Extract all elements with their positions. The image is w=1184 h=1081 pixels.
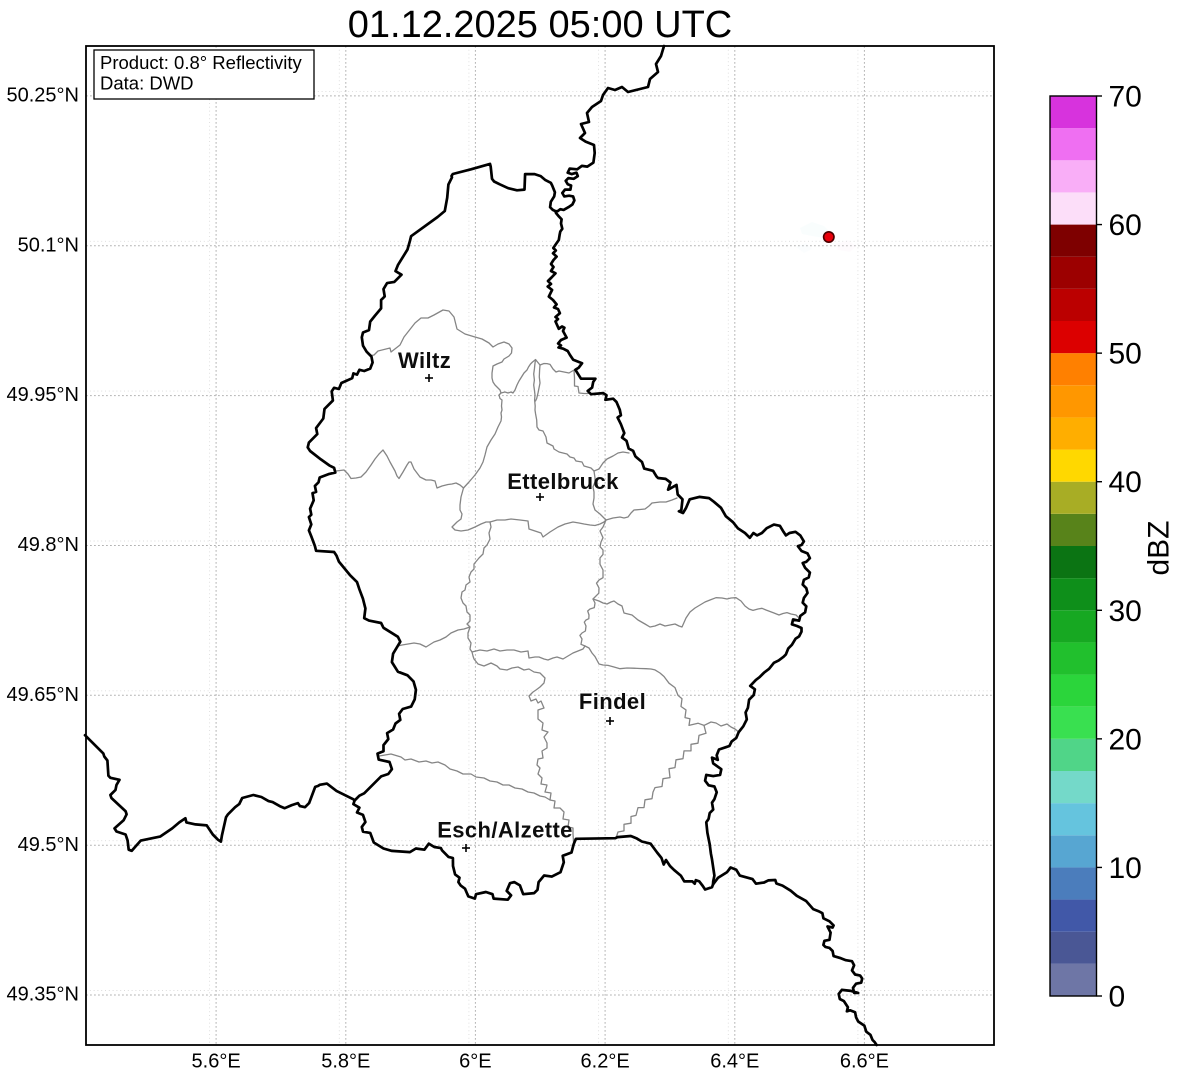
svg-text:Wiltz: Wiltz xyxy=(398,348,451,373)
svg-text:01.12.2025 05:00 UTC: 01.12.2025 05:00 UTC xyxy=(348,4,733,46)
svg-text:10: 10 xyxy=(1109,852,1142,885)
svg-text:50.25°N: 50.25°N xyxy=(7,85,80,107)
svg-text:Findel: Findel xyxy=(579,689,646,714)
svg-text:20: 20 xyxy=(1109,723,1142,756)
svg-text:6.6°E: 6.6°E xyxy=(840,1051,889,1073)
svg-text:70: 70 xyxy=(1109,81,1142,114)
svg-text:5.6°E: 5.6°E xyxy=(192,1051,241,1073)
svg-text:Product: 0.8° Reflectivity: Product: 0.8° Reflectivity xyxy=(100,52,302,73)
svg-text:dBZ: dBZ xyxy=(1143,520,1176,575)
svg-text:40: 40 xyxy=(1109,466,1142,499)
svg-text:Ettelbruck: Ettelbruck xyxy=(507,469,619,494)
svg-text:Esch/Alzette: Esch/Alzette xyxy=(437,818,573,843)
svg-text:50.1°N: 50.1°N xyxy=(18,234,79,256)
svg-text:6.4°E: 6.4°E xyxy=(710,1051,759,1073)
svg-text:50: 50 xyxy=(1109,338,1142,371)
svg-text:30: 30 xyxy=(1109,595,1142,628)
svg-text:49.35°N: 49.35°N xyxy=(7,984,80,1006)
svg-text:6.2°E: 6.2°E xyxy=(581,1051,630,1073)
svg-text:49.95°N: 49.95°N xyxy=(7,384,80,406)
svg-text:0: 0 xyxy=(1109,981,1126,1014)
svg-text:49.8°N: 49.8°N xyxy=(18,534,79,556)
svg-text:49.5°N: 49.5°N xyxy=(18,834,79,856)
svg-text:49.65°N: 49.65°N xyxy=(7,684,80,706)
svg-text:6°E: 6°E xyxy=(459,1051,491,1073)
svg-text:Data: DWD: Data: DWD xyxy=(100,73,194,94)
svg-text:5.8°E: 5.8°E xyxy=(321,1051,370,1073)
svg-text:60: 60 xyxy=(1109,209,1142,242)
